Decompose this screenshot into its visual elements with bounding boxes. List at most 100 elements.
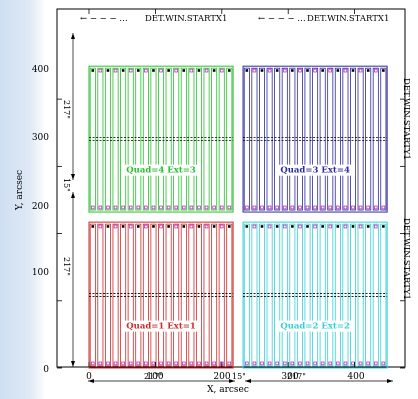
slit-marker-bottom [227, 205, 232, 210]
slit-marker-bottom [260, 205, 264, 210]
slit-marker-top [358, 224, 363, 229]
slit [334, 223, 341, 367]
slit-marker-top [144, 224, 148, 229]
gap-dim-label-vertical: 15" [62, 178, 71, 192]
slit [180, 67, 187, 211]
quadrant-label-bg [275, 164, 356, 176]
slit-marker-top [182, 69, 186, 72]
slit-marker-top [91, 69, 95, 72]
slit-marker-bottom [144, 361, 148, 366]
slit-marker-bottom [282, 205, 287, 210]
slit [188, 223, 195, 367]
slit-marker-top [306, 69, 309, 72]
width-dimension [88, 379, 393, 383]
slit [173, 67, 180, 211]
slit [89, 67, 96, 211]
slit [211, 67, 218, 211]
slit [97, 223, 104, 367]
slit-marker-top [121, 225, 125, 228]
quadrant-border [242, 65, 388, 213]
slit-marker-bottom [151, 205, 156, 210]
slit-marker-bottom [166, 205, 171, 210]
slit-marker-bottom [343, 361, 348, 366]
slit-marker-bottom [113, 205, 118, 210]
slit-marker-bottom [128, 361, 133, 366]
slit-marker-bottom [245, 205, 249, 210]
slit-marker-top [212, 69, 216, 72]
quadrant-2: Quad=2 Ext=2 [242, 221, 388, 369]
slit-marker-top [282, 68, 287, 73]
slit-marker-top [275, 69, 279, 72]
slit-marker-bottom [381, 361, 386, 366]
slit-marker-top [212, 225, 216, 228]
slit-marker-bottom [151, 361, 156, 366]
slit-marker-top [219, 224, 224, 229]
slit-marker-bottom [212, 205, 216, 210]
slit-marker-top [336, 225, 340, 228]
slit [357, 223, 364, 367]
quadrant-label: Quad=3 Ext=4 [280, 166, 350, 176]
slit-marker-bottom [343, 205, 348, 210]
slit [266, 223, 273, 367]
slit-marker-top [260, 225, 264, 228]
slit-marker-bottom [106, 361, 110, 366]
slit-marker-top [373, 68, 378, 73]
quadrant-border [88, 65, 234, 213]
slit-marker-bottom [106, 205, 110, 210]
height-dim-label-lower: 217" [62, 257, 71, 276]
slit-marker-bottom [275, 205, 279, 210]
slit-marker-top [366, 225, 370, 228]
slit [195, 223, 202, 367]
slit-marker-bottom [336, 205, 340, 210]
slit [327, 223, 334, 367]
slit [112, 67, 119, 211]
top-label-1: DET.WIN.STARTX1 [145, 14, 227, 24]
slit [158, 67, 165, 211]
slit [304, 67, 311, 211]
slit-marker-top [260, 69, 264, 72]
slit [180, 223, 187, 367]
slit [104, 223, 111, 367]
slit-marker-bottom [144, 205, 148, 210]
slit [97, 67, 104, 211]
quadrant-label: Quad=4 Ext=3 [126, 166, 196, 176]
slit-marker-top [159, 68, 163, 73]
slit-marker-bottom [358, 361, 363, 366]
y-axis-label: Y, arcsec [15, 170, 25, 211]
slit [127, 223, 134, 367]
slit-marker-bottom [313, 205, 317, 210]
slit-marker-top [106, 69, 110, 72]
axis-ticks [57, 9, 405, 369]
slit-marker-top [152, 69, 155, 72]
slit-marker-top [152, 225, 155, 228]
slit [226, 67, 233, 211]
slit-marker-bottom [336, 361, 340, 366]
slit-marker-top [351, 69, 355, 72]
slit-marker-bottom [174, 205, 179, 210]
slit-marker-bottom [159, 361, 163, 366]
quadrant-4: Quad=4 Ext=3 [88, 65, 234, 213]
slit-marker-bottom [136, 205, 141, 210]
slit [173, 223, 180, 367]
slit-marker-bottom [197, 205, 201, 210]
right-label-lower: DET.WIN.STARTY1 [401, 218, 411, 300]
slit [289, 67, 296, 211]
slit-marker-bottom [189, 361, 194, 366]
slit [319, 223, 326, 367]
slit [312, 67, 319, 211]
slit-marker-bottom [320, 361, 325, 366]
slit [165, 223, 172, 367]
slit [274, 223, 281, 367]
slit-marker-bottom [305, 361, 310, 366]
slit-marker-top [204, 224, 209, 229]
slit-marker-bottom [366, 205, 370, 210]
slit [350, 223, 357, 367]
slit [380, 223, 387, 367]
slit-marker-top [128, 224, 133, 229]
slit-marker-bottom [267, 361, 272, 366]
slit-marker-top [313, 224, 317, 229]
slit-marker-bottom [136, 361, 141, 366]
slit-marker-bottom [373, 205, 378, 210]
slit [334, 67, 341, 211]
